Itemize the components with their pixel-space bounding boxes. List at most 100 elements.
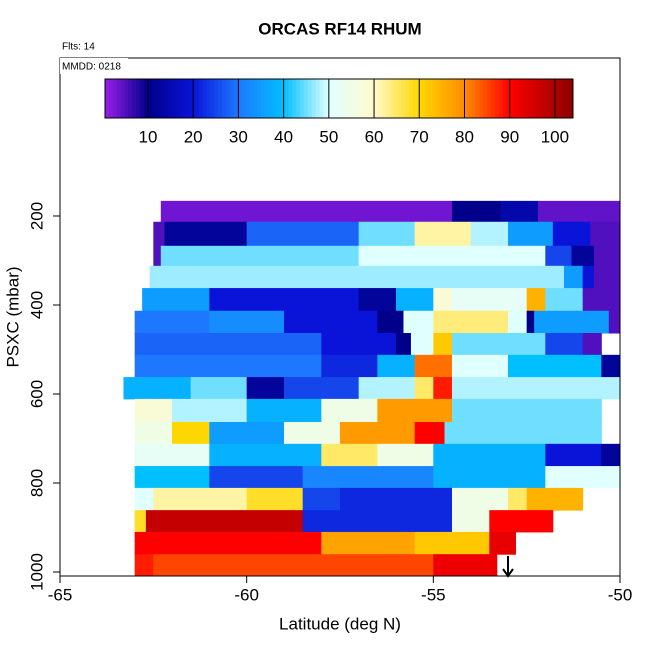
colorbar-tick-label: 90	[500, 127, 519, 146]
colorbar-swatch	[194, 79, 200, 118]
cell	[284, 310, 378, 334]
colorbar-swatch	[264, 79, 270, 118]
colorbar-swatch	[463, 79, 469, 118]
cell	[321, 333, 397, 356]
cell	[526, 487, 584, 511]
colorbar-swatch	[467, 79, 473, 118]
colorbar-swatch	[374, 79, 379, 118]
cell	[564, 265, 584, 289]
colorbar-swatch	[112, 79, 118, 118]
colorbar-tick-label: 10	[138, 127, 157, 146]
cell	[396, 333, 412, 356]
colorbar: 10 20 30 40 50 60 70 80 90 100	[104, 78, 574, 146]
cell	[142, 288, 210, 312]
colorbar-swatch	[452, 79, 457, 118]
colorbar-swatch	[120, 79, 125, 118]
colorbar-swatch	[116, 79, 122, 118]
colorbar-swatch	[292, 79, 297, 118]
colorbar-swatch	[249, 79, 254, 118]
colorbar-swatch	[366, 79, 371, 118]
colorbar-swatch	[370, 79, 375, 118]
cell	[172, 422, 210, 445]
cell	[403, 310, 434, 334]
colorbar-swatch	[183, 79, 188, 118]
cell	[246, 398, 322, 423]
cell	[545, 466, 621, 489]
cell	[410, 333, 434, 356]
colorbar-swatch	[522, 79, 527, 118]
note-bg	[60, 58, 128, 74]
colorbar-swatch	[311, 79, 317, 118]
cell	[608, 310, 621, 334]
colorbar-swatch	[354, 79, 359, 118]
cell	[209, 422, 285, 445]
colorbar-swatch	[284, 79, 289, 118]
cell	[526, 310, 535, 334]
colorbar-swatch	[420, 79, 426, 118]
cell	[134, 310, 210, 334]
colorbar-swatch	[491, 79, 496, 118]
colorbar-swatch	[350, 79, 356, 118]
cell	[470, 221, 509, 247]
colorbar-swatch	[362, 79, 367, 118]
colorbar-swatch	[179, 79, 184, 118]
colorbar-swatch	[303, 79, 309, 118]
colorbar-swatch	[448, 79, 453, 118]
cell	[452, 354, 509, 378]
cell	[377, 354, 416, 378]
colorbar-swatch	[436, 79, 441, 118]
colorbar-swatch	[557, 79, 562, 118]
cell	[452, 200, 502, 223]
colorbar-swatch	[105, 79, 110, 118]
colorbar-swatch	[456, 79, 461, 118]
cell	[414, 377, 434, 400]
cell	[571, 245, 595, 267]
colorbar-swatch	[272, 79, 278, 118]
colorbar-swatch	[206, 79, 211, 118]
cell	[508, 221, 554, 247]
cell	[358, 288, 397, 312]
colorbar-swatch	[300, 79, 305, 118]
colorbar-swatch	[389, 79, 395, 118]
colorbar-swatch	[561, 79, 566, 118]
arrow	[502, 556, 514, 578]
colorbar-swatch	[475, 79, 480, 118]
colorbar-swatch	[147, 79, 153, 118]
colorbar-swatch	[233, 79, 239, 118]
colorbar-swatch	[128, 79, 133, 118]
colorbar-swatch	[241, 79, 246, 118]
colorbar-swatch	[537, 79, 543, 118]
cell	[433, 333, 453, 356]
colorbar-swatch	[144, 79, 149, 118]
cell	[601, 443, 621, 467]
cell	[123, 377, 192, 400]
cell	[246, 377, 285, 400]
cell	[246, 487, 304, 511]
colorbar-swatch	[108, 79, 114, 118]
x-tick-label: -55	[421, 585, 446, 604]
cell	[134, 398, 173, 423]
colorbar-swatch	[409, 79, 414, 118]
colorbar-tick-label: 100	[541, 127, 569, 146]
cell	[302, 487, 341, 511]
cell	[358, 245, 546, 267]
colorbar-swatch	[424, 79, 430, 118]
cell	[526, 288, 546, 312]
colorbar-swatch	[136, 79, 141, 118]
colorbar-swatch	[229, 79, 235, 118]
x-tick-label: -60	[234, 585, 259, 604]
cell	[414, 531, 490, 555]
cell	[377, 398, 453, 423]
colorbar-tick-label: 30	[229, 127, 248, 146]
cell	[534, 310, 610, 334]
colorbar-swatch	[186, 79, 192, 118]
colorbar-swatch	[428, 79, 434, 118]
cell	[500, 200, 539, 223]
colorbar-swatch	[253, 79, 258, 118]
cell	[164, 221, 248, 247]
colorbar-swatch	[140, 79, 145, 118]
colorbar-swatch	[327, 79, 332, 118]
cell	[537, 200, 621, 223]
cell	[452, 333, 546, 356]
colorbar-swatch	[385, 79, 391, 118]
